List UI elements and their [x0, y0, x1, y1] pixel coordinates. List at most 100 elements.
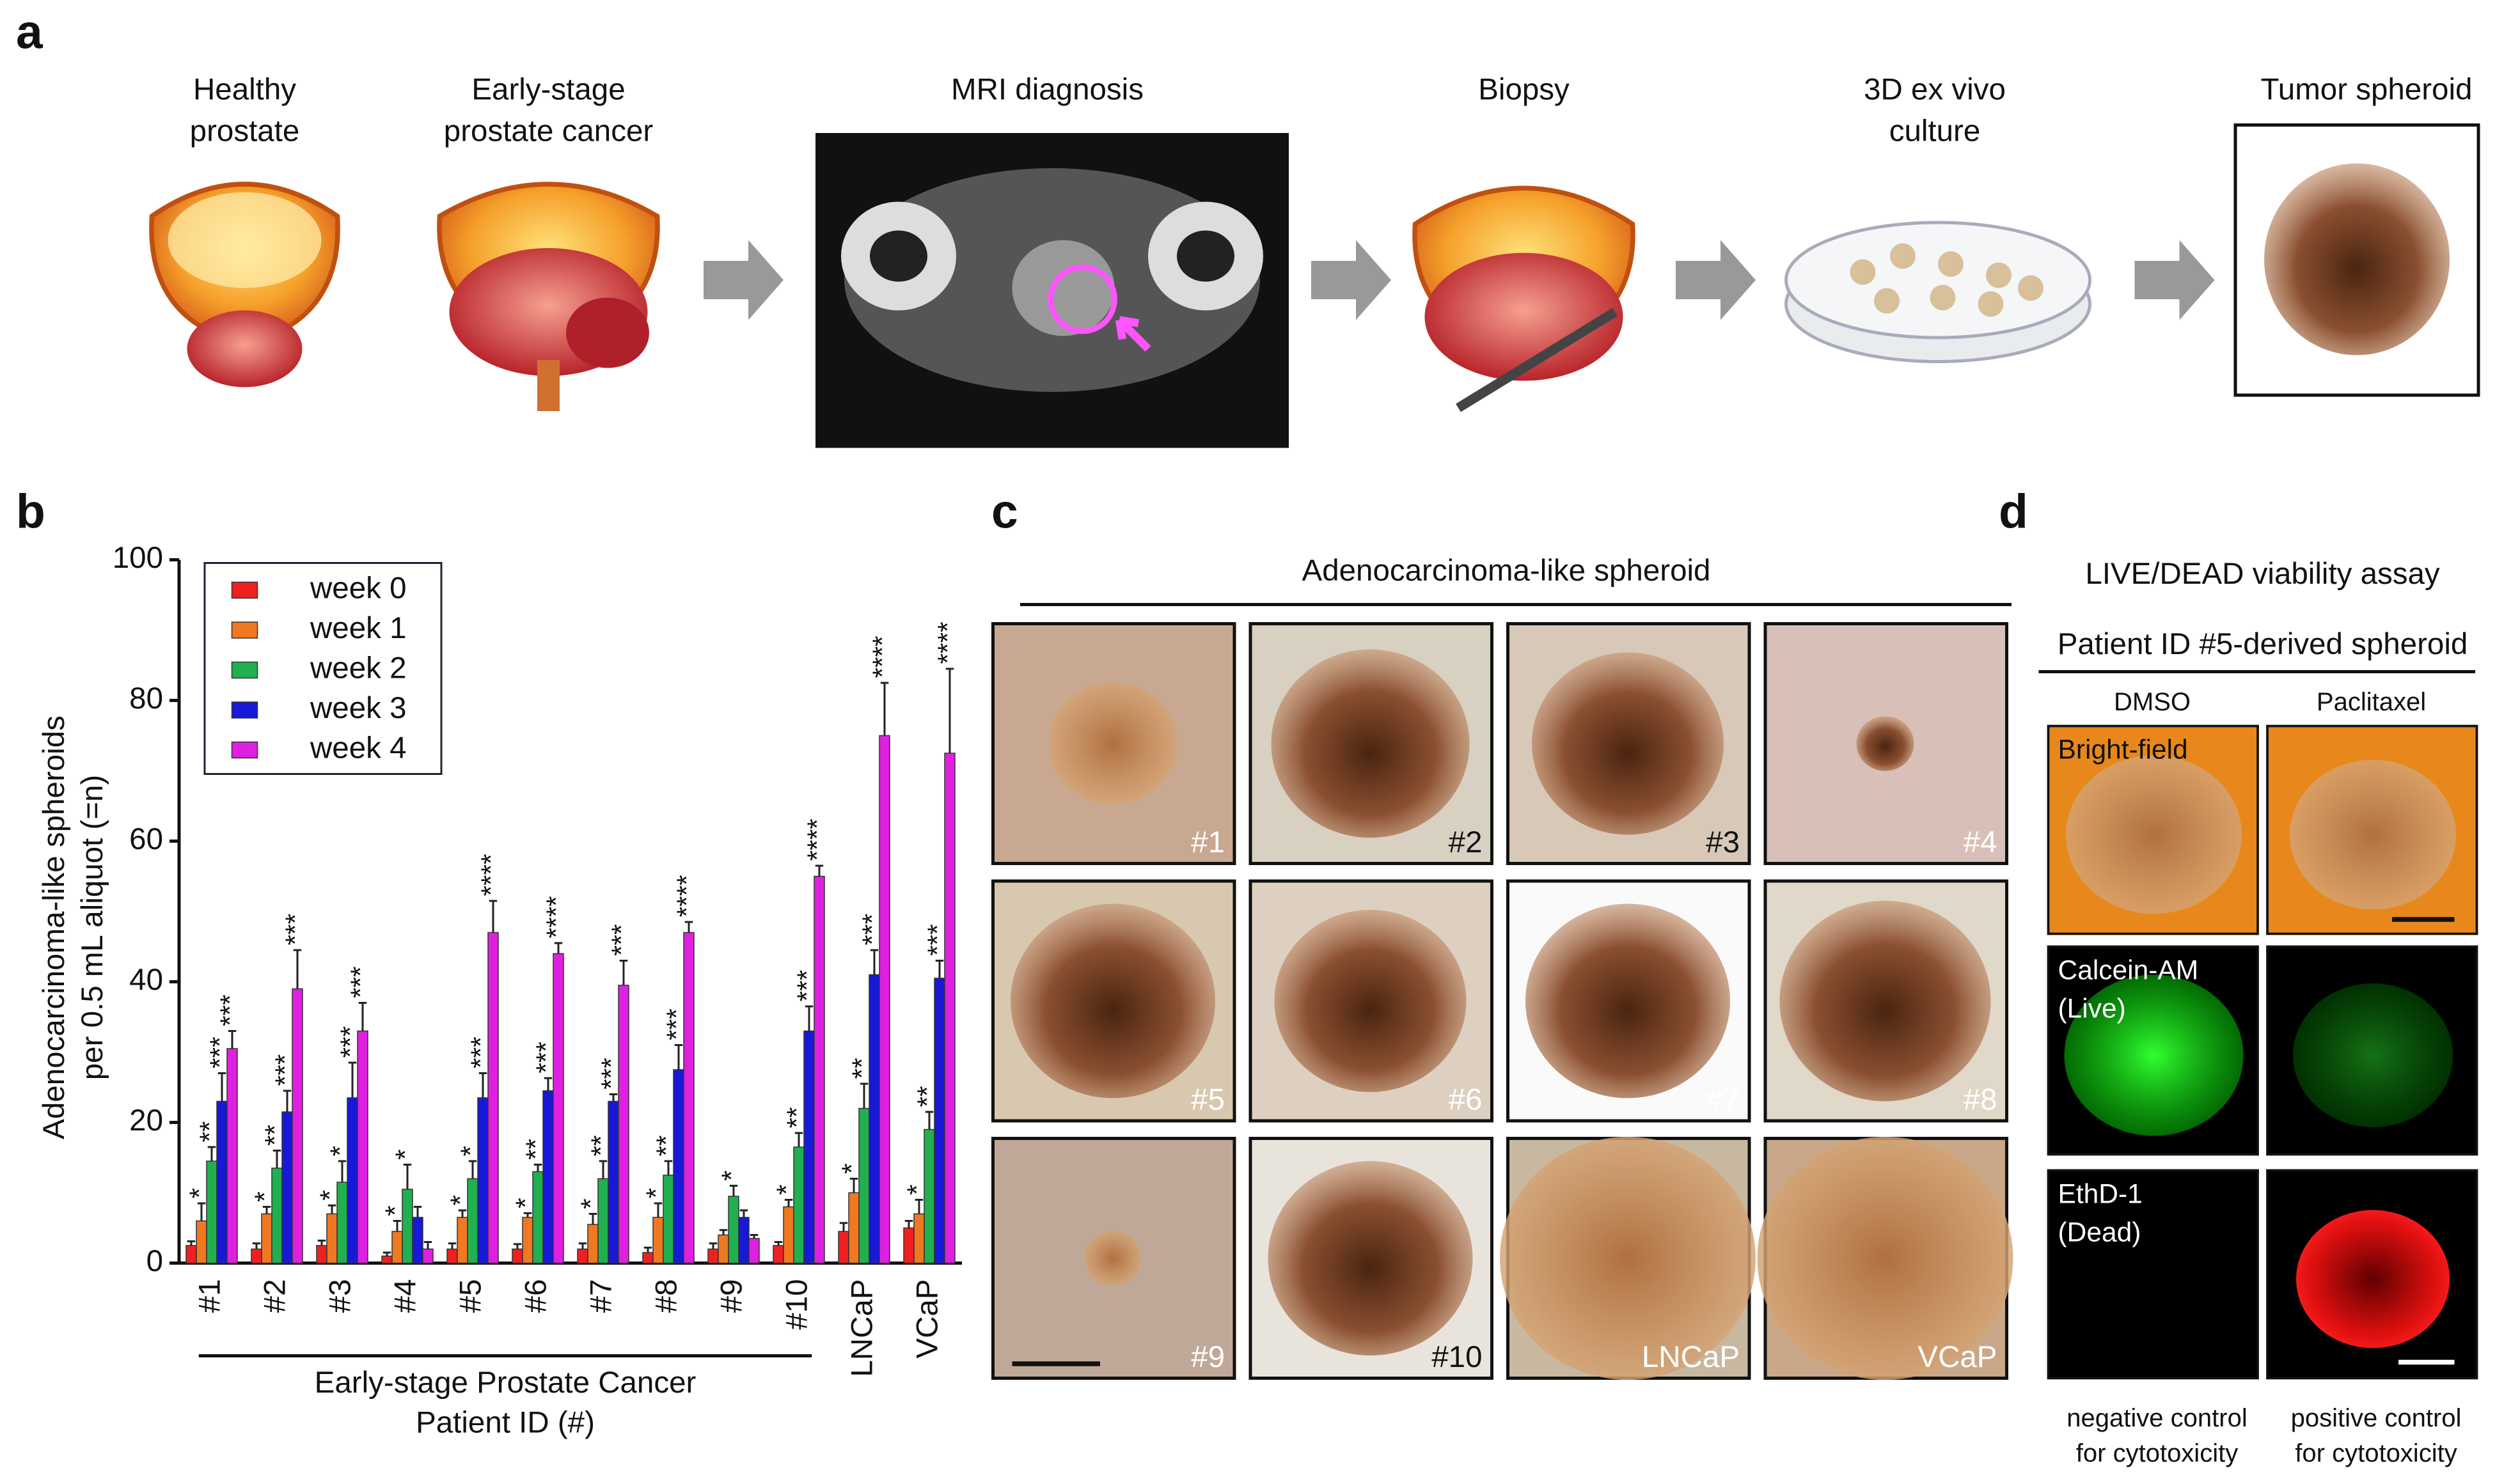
legend-swatch	[231, 581, 258, 599]
y-tick-label: 0	[146, 1244, 163, 1278]
significance-label: ****	[933, 621, 963, 664]
step-label: prostate cancer	[444, 114, 654, 148]
panel-title: LIVE/DEAD viability assay	[2085, 557, 2440, 591]
spheroid-image	[1049, 683, 1177, 804]
tile-label: #2	[1449, 825, 1483, 859]
bar	[381, 1255, 393, 1264]
y-tick-label: 40	[129, 963, 163, 997]
legend-label: week 3	[310, 691, 407, 725]
bar	[522, 1217, 533, 1264]
spheroid-image	[1268, 1161, 1473, 1355]
bar	[793, 1146, 805, 1264]
culture-dish	[1784, 221, 2091, 363]
assay-image	[2064, 974, 2244, 1136]
bar	[728, 1196, 739, 1264]
x-axis-label: Patient ID (#)	[416, 1406, 595, 1440]
bar	[206, 1160, 217, 1264]
bar	[597, 1178, 609, 1264]
x-tick-label: #9	[715, 1279, 749, 1313]
assay-image	[2293, 983, 2453, 1127]
tile-label: #7	[1706, 1083, 1740, 1117]
x-tick-label: #4	[389, 1279, 423, 1313]
row-label: Bright-field	[2058, 735, 2188, 765]
tile-label: #5	[1191, 1083, 1225, 1117]
bar	[347, 1097, 358, 1264]
bar	[391, 1231, 403, 1264]
significance-label: ****	[868, 636, 898, 678]
bar	[532, 1171, 544, 1264]
x-tick-label: #5	[454, 1279, 488, 1313]
x-tick-label: LNCaP	[846, 1279, 879, 1377]
step-label: Healthy	[193, 73, 296, 107]
legend-label: week 2	[310, 652, 407, 685]
bar	[251, 1248, 262, 1264]
step-label: Early-stage	[471, 73, 625, 107]
assay-tile	[2047, 1169, 2259, 1380]
tile-label: #1	[1191, 825, 1225, 859]
bar	[457, 1217, 468, 1264]
tile-label: #10	[1431, 1340, 1482, 1374]
legend-swatch	[231, 701, 258, 719]
significance-label: ***	[281, 914, 311, 946]
row-label: Calcein-AM	[2058, 956, 2199, 986]
legend-swatch	[231, 661, 258, 679]
bar	[608, 1100, 619, 1264]
spheroid-image	[1779, 900, 1991, 1102]
bar	[748, 1238, 760, 1264]
spheroid-image	[1011, 903, 1215, 1098]
bar	[642, 1252, 654, 1264]
bar	[718, 1234, 729, 1264]
spheroid-image	[1084, 1231, 1142, 1286]
bar	[542, 1090, 554, 1264]
row-label: (Live)	[2058, 994, 2126, 1024]
bar	[618, 985, 629, 1264]
mri-image	[815, 133, 1289, 448]
significance-label: *	[717, 1170, 747, 1181]
legend-label: week 4	[310, 731, 407, 765]
process-arrows	[704, 240, 2215, 320]
bar	[838, 1231, 849, 1264]
step-label: 3D ex vivo	[1864, 73, 2006, 107]
x-tick-label: #7	[585, 1279, 618, 1313]
bar	[783, 1206, 794, 1264]
bar	[281, 1111, 293, 1264]
step-label: prostate	[190, 114, 300, 148]
bar	[924, 1129, 935, 1264]
panel-letter: c	[991, 484, 1018, 538]
column-label: DMSO	[2114, 688, 2191, 716]
x-tick-label: #2	[258, 1279, 292, 1313]
tile-label: LNCaP	[1642, 1340, 1740, 1374]
panel-letter: d	[1999, 484, 2028, 538]
tile-label: #9	[1191, 1340, 1225, 1374]
legend-label: week 0	[310, 572, 407, 605]
bar	[216, 1100, 228, 1264]
bar	[903, 1227, 915, 1264]
bar	[814, 875, 825, 1264]
bar	[577, 1248, 588, 1264]
caption: positive control	[2291, 1404, 2462, 1432]
caption: for cytotoxicity	[2295, 1439, 2457, 1467]
spheroid-image	[1757, 1137, 2013, 1380]
spheroid-image	[1271, 649, 1470, 838]
bar	[271, 1168, 283, 1264]
panel-subtitle: Patient ID #5-derived spheroid	[2058, 627, 2468, 661]
caption: negative control	[2067, 1404, 2247, 1432]
bar	[196, 1220, 207, 1264]
bar	[326, 1213, 338, 1264]
step-label: MRI diagnosis	[951, 73, 1144, 107]
significance-label: ****	[476, 854, 507, 896]
spheroid-image	[1856, 716, 1914, 771]
y-axis-label: Adenocarcinoma-like spheroids	[37, 715, 71, 1139]
bar	[402, 1189, 413, 1264]
significance-label: *	[391, 1149, 421, 1160]
x-tick-label: #1	[193, 1279, 227, 1313]
bar	[738, 1217, 750, 1264]
legend-label: week 1	[310, 611, 407, 645]
bar	[316, 1245, 327, 1264]
significance-label: ****	[672, 875, 702, 917]
significance-label: ***	[216, 994, 246, 1026]
bar	[292, 988, 303, 1264]
bar	[913, 1213, 925, 1264]
significance-label: ***	[346, 966, 376, 998]
